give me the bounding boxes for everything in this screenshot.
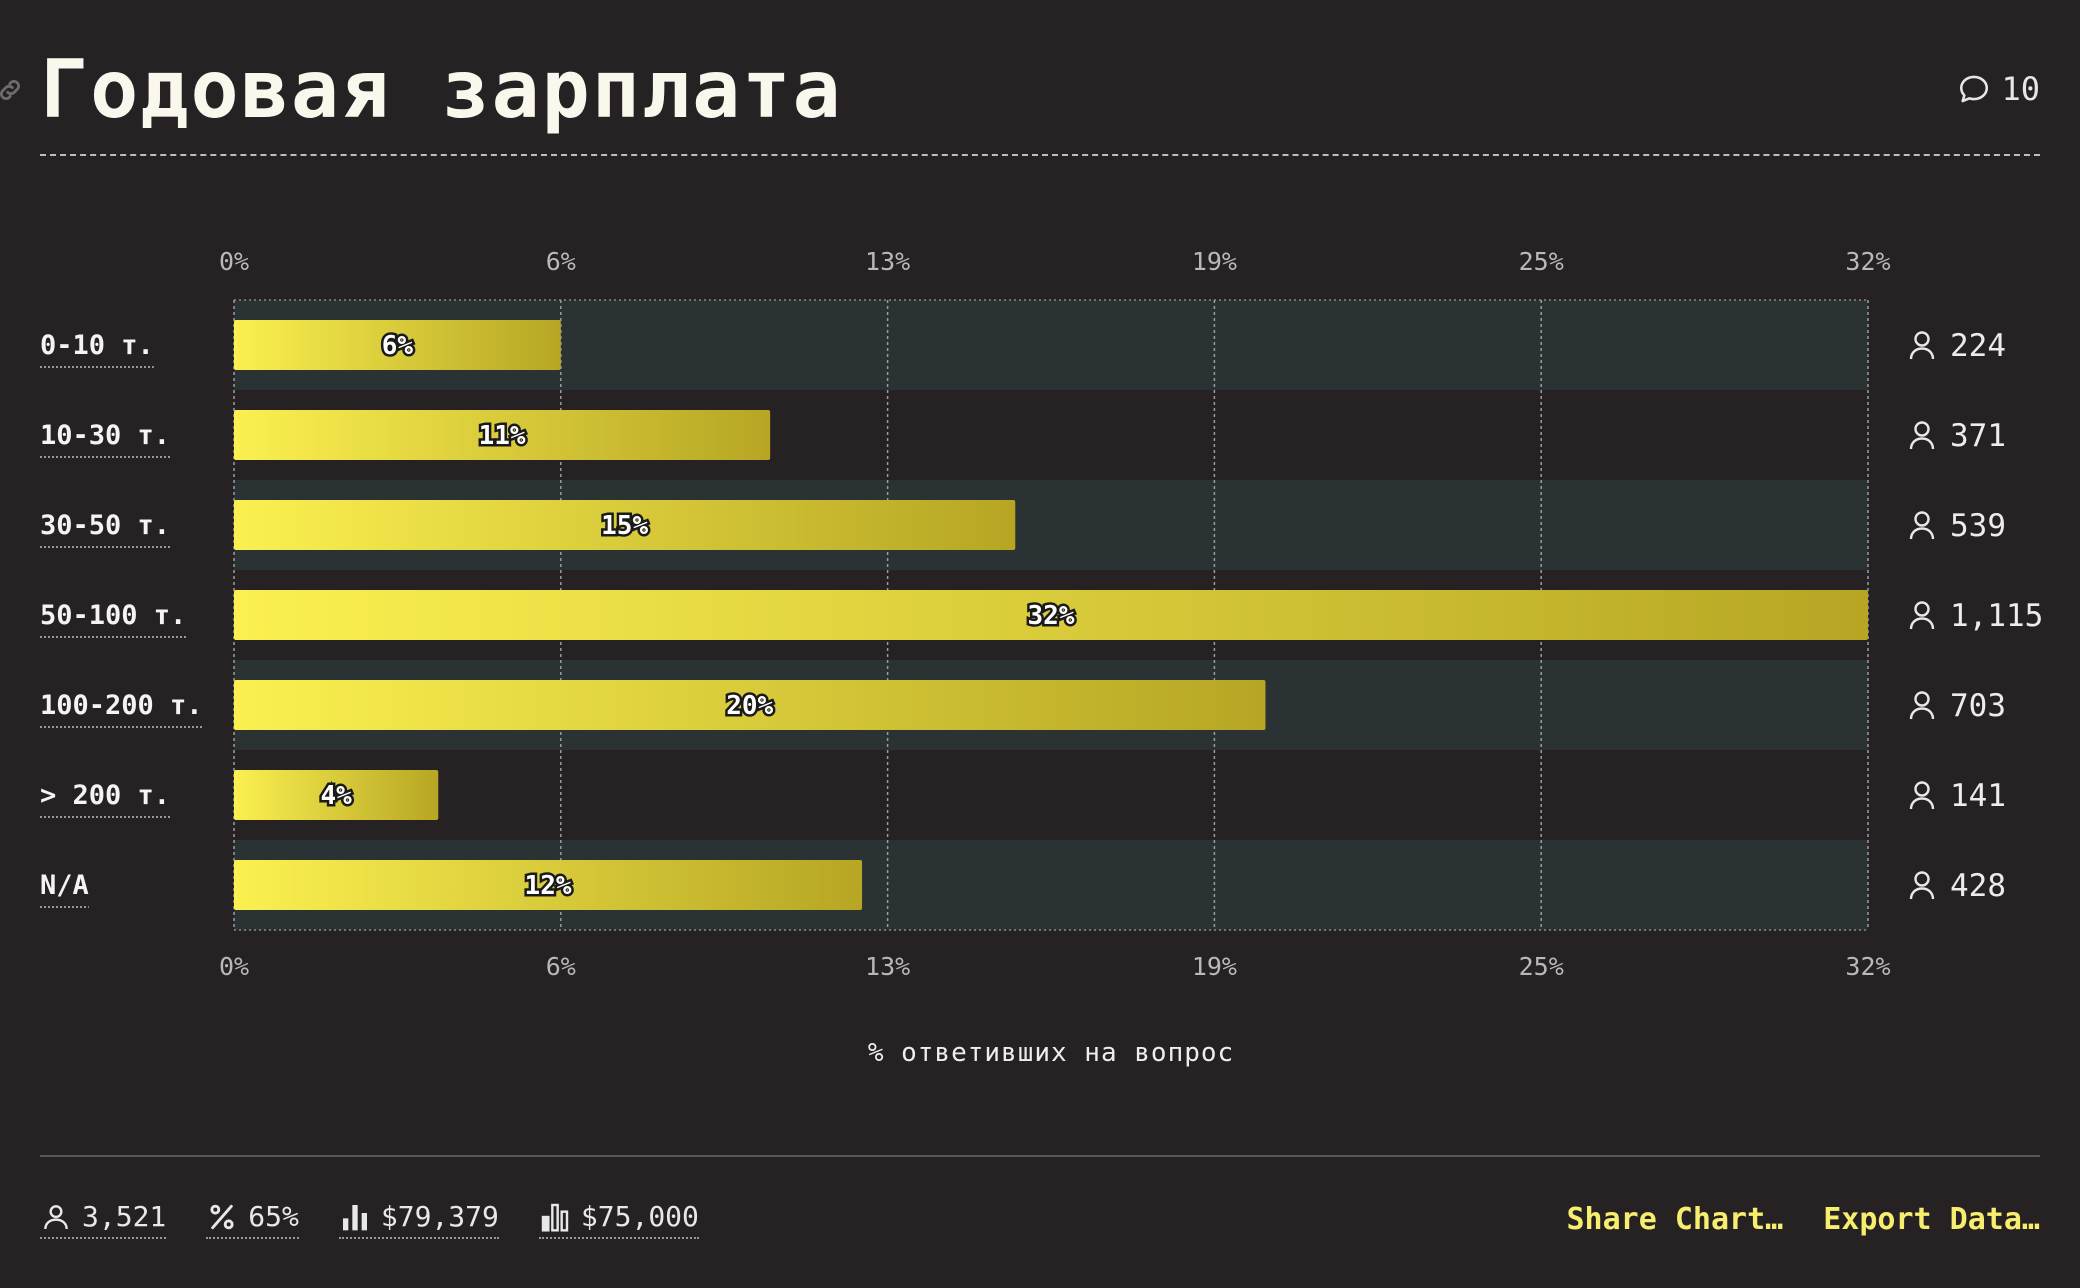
bar-value-label: 20% xyxy=(726,691,773,721)
person-icon xyxy=(1909,511,1935,540)
chart-actions: Share Chart… Export Data… xyxy=(1567,1202,2041,1237)
x-tick-label-bottom: 19% xyxy=(1192,952,1237,981)
bar[interactable] xyxy=(234,500,1016,550)
person-icon xyxy=(1909,871,1935,900)
bar-value-label: 4% xyxy=(320,781,352,811)
respondent-count: 539 xyxy=(1950,508,2006,544)
x-tick-label-bottom: 32% xyxy=(1845,952,1890,981)
respondent-count: 703 xyxy=(1950,688,2006,724)
stat-mean-value: $79,379 xyxy=(380,1200,499,1233)
stat-response-rate[interactable]: 65% xyxy=(206,1200,299,1239)
bar-value-label: 15% xyxy=(601,511,648,541)
bar[interactable] xyxy=(234,320,561,370)
category-label[interactable]: 100-200 т. xyxy=(40,690,203,721)
respondent-count: 141 xyxy=(1950,778,2006,814)
category-label[interactable]: N/A xyxy=(40,870,89,901)
export-data-button[interactable]: Export Data… xyxy=(1823,1202,2040,1237)
stat-response-rate-value: 65% xyxy=(248,1200,299,1233)
person-icon xyxy=(1909,781,1935,810)
person-icon xyxy=(1909,331,1935,360)
stat-respondents-value: 3,521 xyxy=(82,1200,167,1233)
category-label[interactable]: 30-50 т. xyxy=(40,510,170,541)
bar-value-label: 11% xyxy=(479,421,526,451)
bar[interactable] xyxy=(234,590,1868,640)
x-tick-label-top: 6% xyxy=(546,247,576,276)
person-icon xyxy=(1909,691,1935,720)
link-icon[interactable] xyxy=(0,76,24,104)
category-label[interactable]: > 200 т. xyxy=(40,780,170,811)
respondent-count: 371 xyxy=(1950,418,2006,454)
category-label[interactable]: 0-10 т. xyxy=(40,330,154,361)
bar-value-label: 32% xyxy=(1028,601,1075,631)
comments-button[interactable]: 10 xyxy=(1957,70,2040,108)
median-chart-icon xyxy=(541,1203,569,1232)
share-chart-button[interactable]: Share Chart… xyxy=(1566,1202,1784,1237)
comment-icon xyxy=(1960,75,1989,103)
bar[interactable] xyxy=(234,680,1266,730)
person-icon xyxy=(1909,421,1935,450)
x-tick-label-top: 0% xyxy=(219,247,249,276)
bar[interactable] xyxy=(234,410,771,460)
x-tick-label-top: 25% xyxy=(1519,247,1564,276)
summary-stats: 3,521 65% $79,379 $75,000 xyxy=(40,1200,699,1239)
bar-value-label: 6% xyxy=(382,331,414,361)
comment-count: 10 xyxy=(2001,70,2040,108)
bar[interactable] xyxy=(234,770,439,820)
stat-respondents[interactable]: 3,521 xyxy=(40,1200,167,1239)
x-tick-label-top: 32% xyxy=(1845,247,1890,276)
x-tick-label-bottom: 6% xyxy=(546,952,576,981)
category-label[interactable]: 10-30 т. xyxy=(40,420,170,451)
stat-median-value: $75,000 xyxy=(580,1200,699,1233)
respondent-count: 428 xyxy=(1950,868,2006,904)
mean-chart-icon xyxy=(342,1204,367,1230)
chart-header: Годовая зарплата 10 xyxy=(0,30,2040,156)
x-tick-label-top: 13% xyxy=(865,247,910,276)
page-title: Годовая зарплата xyxy=(40,43,843,136)
bar[interactable] xyxy=(234,860,863,910)
percent-icon xyxy=(210,1204,234,1229)
stat-mean[interactable]: $79,379 xyxy=(338,1200,499,1239)
person-icon xyxy=(44,1204,68,1229)
bar-value-label: 12% xyxy=(525,871,572,901)
x-tick-label-bottom: 25% xyxy=(1519,952,1564,981)
x-tick-label-bottom: 13% xyxy=(865,952,910,981)
x-axis-title: % ответивших на вопрос xyxy=(867,1038,1235,1068)
person-icon xyxy=(1909,601,1935,630)
respondent-count: 1,115 xyxy=(1950,598,2043,634)
x-tick-label-bottom: 0% xyxy=(219,952,249,981)
bar-chart: 6% 0-10 т. 224 11% 10-30 т. 371 15% 30-50 т. 539… xyxy=(40,247,2043,981)
stat-median[interactable]: $75,000 xyxy=(538,1200,699,1239)
respondent-count: 224 xyxy=(1950,328,2006,364)
category-label[interactable]: 50-100 т. xyxy=(40,600,186,631)
footer-divider xyxy=(40,1155,2040,1157)
x-tick-label-top: 19% xyxy=(1192,247,1237,276)
